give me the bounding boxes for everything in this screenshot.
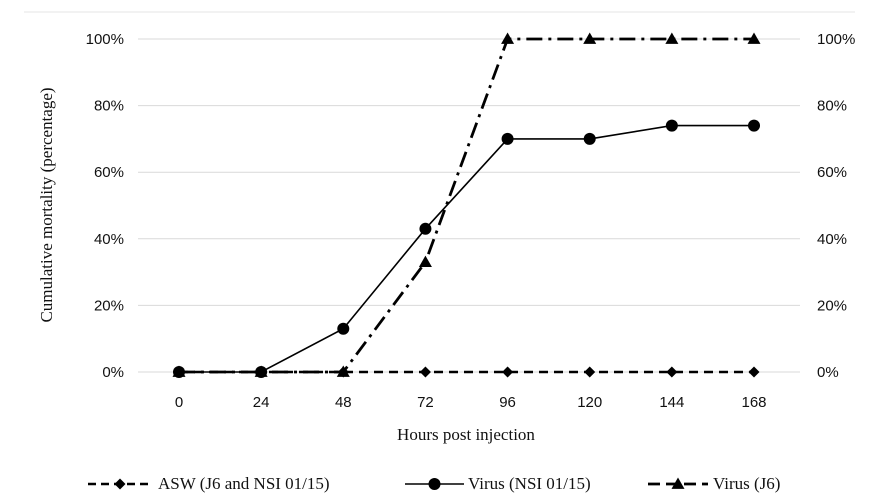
data-point [255, 366, 267, 378]
gridlines [138, 38, 800, 373]
data-point [173, 366, 185, 378]
series-group [172, 32, 761, 378]
legend-label: Virus (NSI 01/15) [468, 474, 591, 493]
data-point [337, 322, 350, 335]
y2-tick-label: 20% [817, 297, 847, 314]
data-point [748, 119, 760, 132]
x-tick-label: 120 [577, 394, 602, 411]
legend-marker [428, 478, 441, 490]
x-tick-label: 24 [253, 394, 270, 411]
y2-tick-label: 60% [817, 164, 847, 181]
series-line [179, 124, 754, 373]
data-point [584, 366, 596, 378]
x-tick-label: 48 [335, 394, 352, 411]
y-tick-label: 100% [86, 31, 124, 48]
y-tick-label: 20% [94, 297, 124, 314]
legend-label: Virus (J6) [713, 474, 780, 493]
y2-tick-label: 100% [817, 31, 855, 48]
x-tick-label: 0 [175, 394, 183, 411]
legend-marker [671, 477, 685, 489]
x-tick-label: 168 [741, 394, 766, 411]
series-line [179, 37, 754, 374]
x-tick-label: 96 [499, 394, 516, 411]
legend: ASW (J6 and NSI 01/15) Virus (NSI 01/15) V… [88, 474, 780, 493]
data-point [666, 366, 678, 378]
data-point [419, 366, 431, 378]
data-point [501, 32, 515, 44]
y-tick-label: 60% [94, 164, 124, 181]
x-axis-title: Hours post injection [397, 425, 535, 444]
x-tick-label: 144 [659, 394, 684, 411]
data-point [747, 32, 761, 44]
data-point [665, 119, 678, 132]
data-point [665, 32, 679, 44]
y-tick-label: 40% [94, 231, 124, 248]
data-point [419, 222, 432, 235]
y-axis-title: Cumulative mortality (percentage) [37, 87, 56, 322]
data-point [502, 366, 514, 378]
y2-tick-label: 0% [817, 364, 839, 381]
y2-tick-label: 80% [817, 98, 847, 115]
data-point [748, 366, 760, 378]
data-point [418, 255, 432, 267]
x-tick-label: 72 [417, 394, 434, 411]
x-axis-ticks: 0 24 48 72 96 120 144 168 [175, 394, 767, 411]
secondary-y-axis-ticks: 0% 20% 40% 60% 80% 100% [817, 31, 855, 381]
legend-marker [114, 478, 126, 490]
data-point [583, 132, 596, 145]
y-axis-ticks: 0% 20% 40% 60% 80% 100% [86, 31, 124, 381]
y-tick-label: 0% [102, 364, 124, 381]
data-point [501, 132, 514, 145]
y-tick-label: 80% [94, 98, 124, 115]
y2-tick-label: 40% [817, 231, 847, 248]
data-point [583, 32, 597, 44]
data-point [337, 366, 349, 378]
legend-label: ASW (J6 and NSI 01/15) [158, 474, 330, 493]
